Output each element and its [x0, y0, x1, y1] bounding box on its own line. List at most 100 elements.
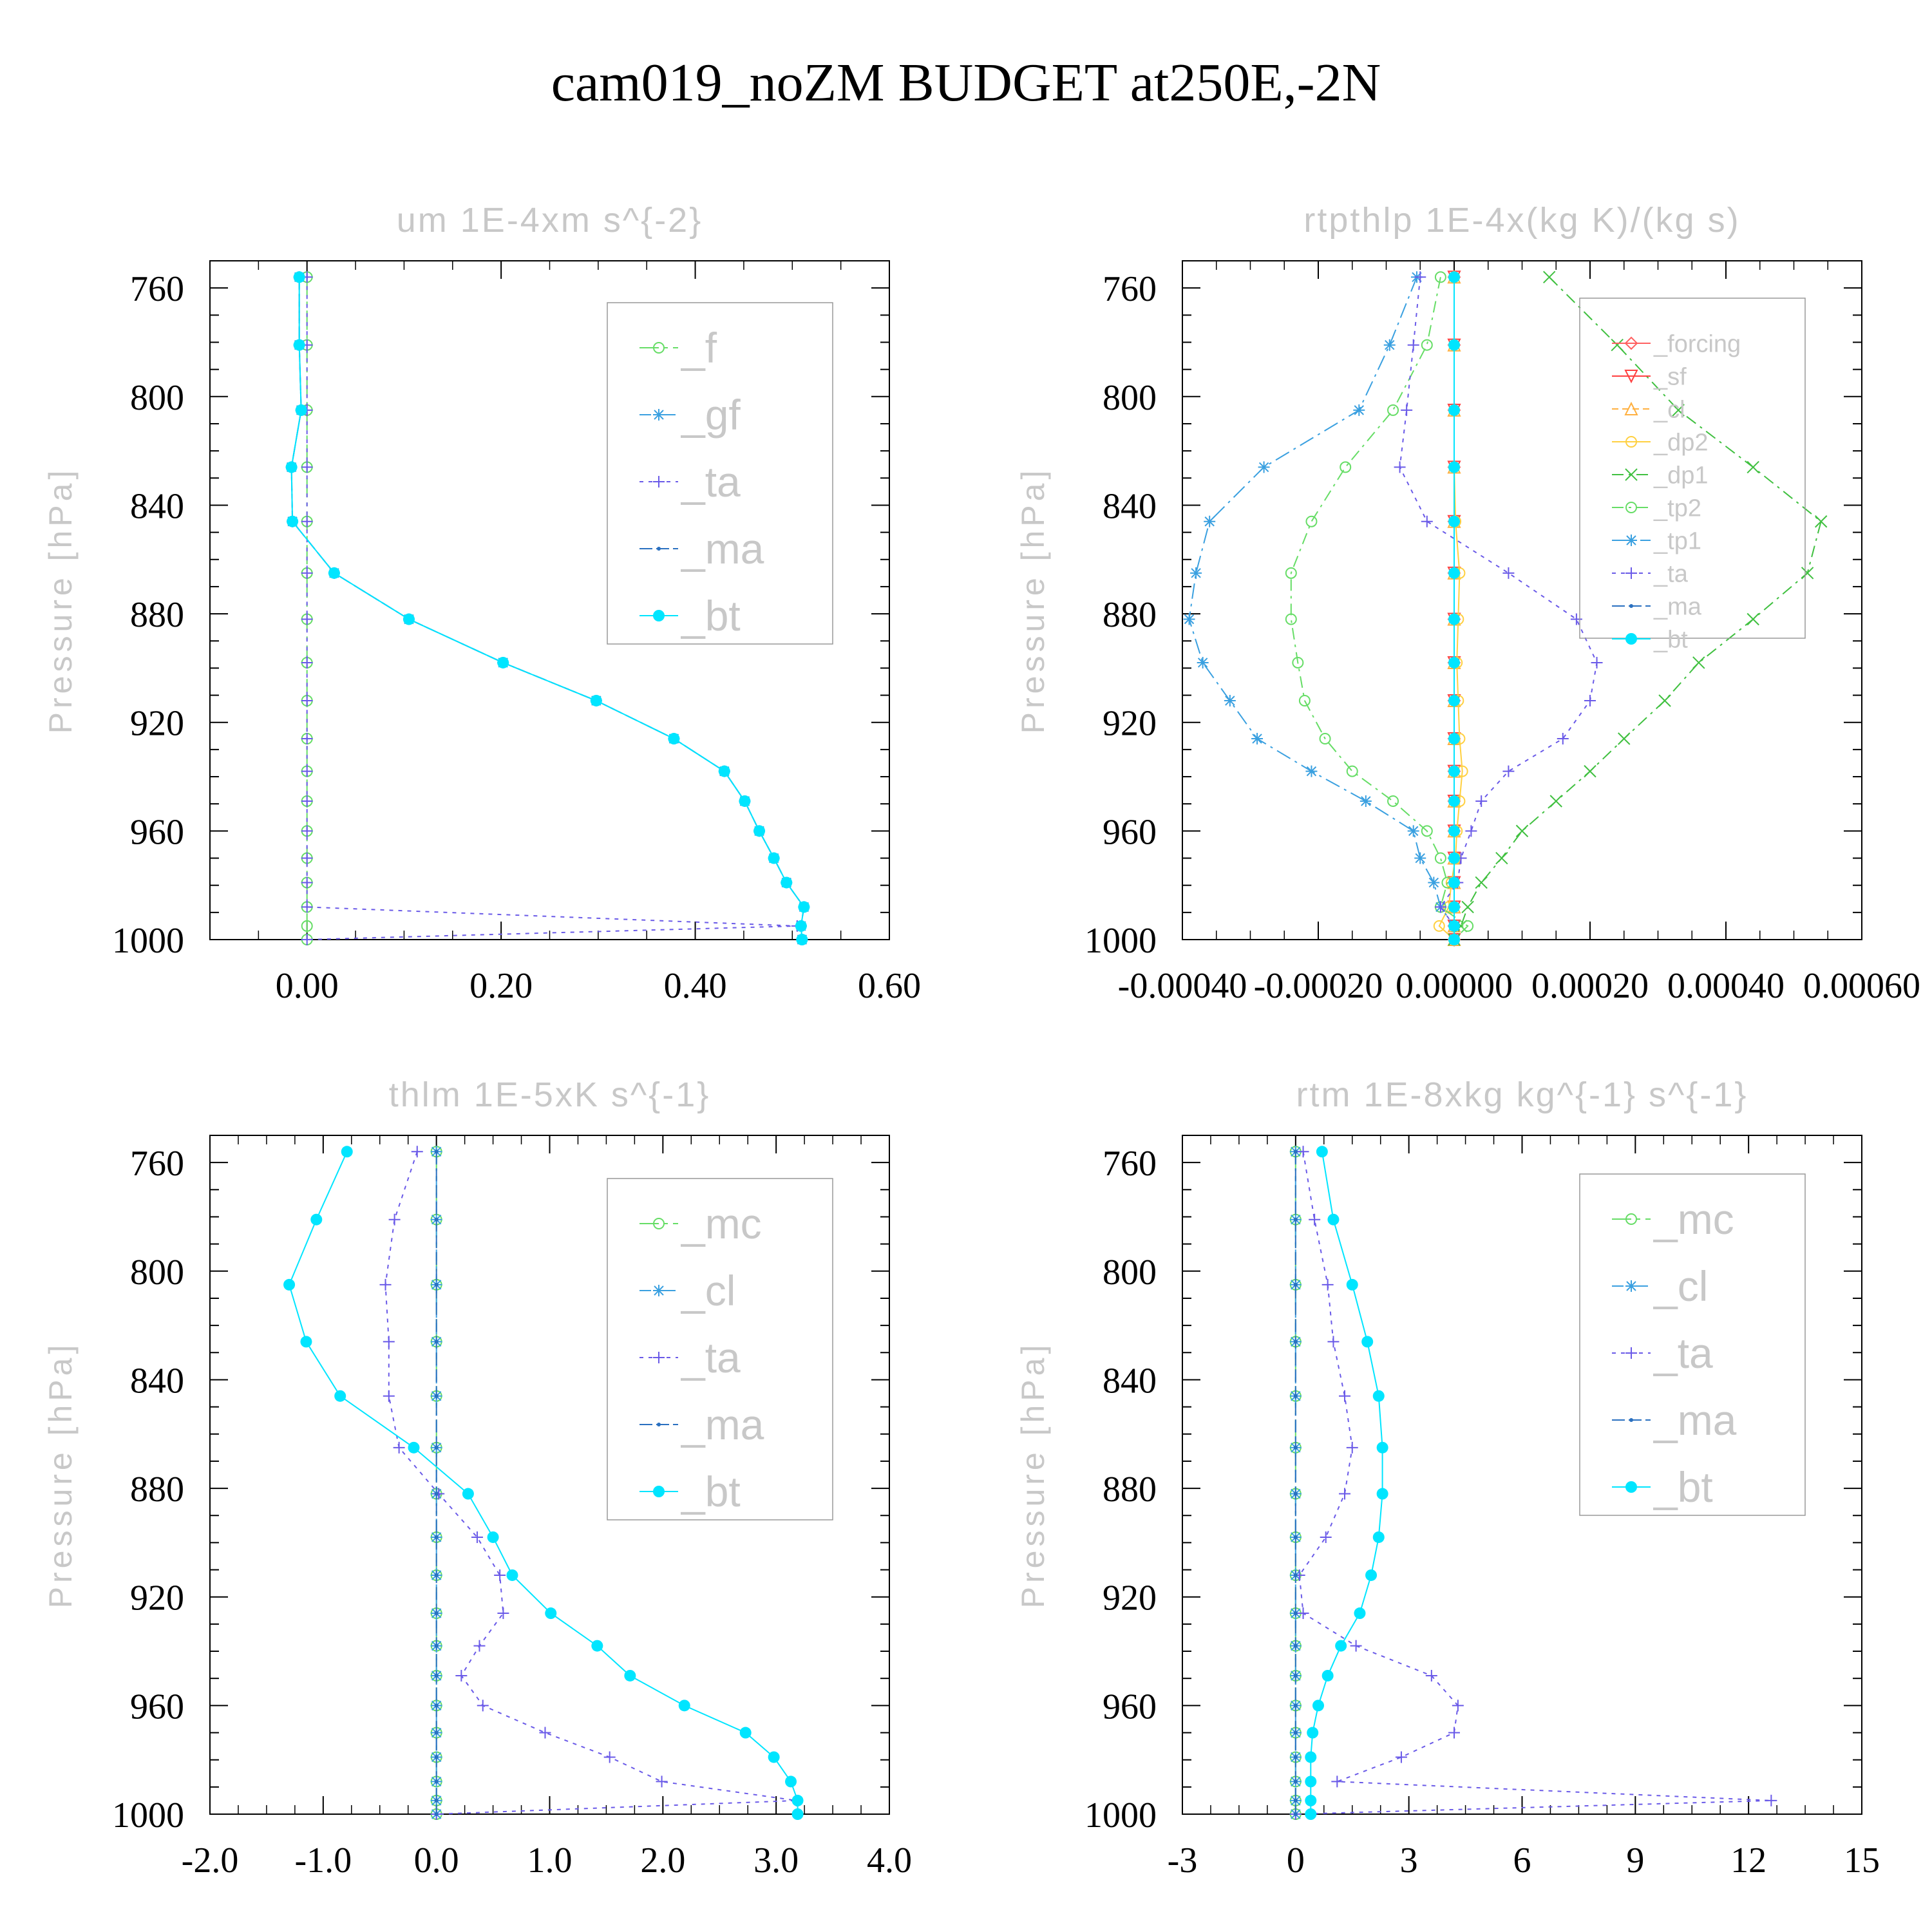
data-point — [471, 1531, 483, 1543]
data-point — [739, 1727, 752, 1739]
chart-panel-4: -3 0 3 6 9 12 15 760 800 840 880 920 960 1000 rtm 1E-8… — [1015, 1075, 1880, 1880]
data-point — [1305, 515, 1318, 527]
legend-marker — [1624, 370, 1638, 384]
data-point — [1502, 765, 1515, 777]
legend-marker — [1625, 436, 1637, 448]
data-point — [379, 1278, 392, 1291]
series-line — [1290, 277, 1469, 940]
data-point — [434, 1730, 439, 1735]
data-point — [301, 920, 313, 932]
data-point — [1339, 1390, 1351, 1402]
y-tick-label: 760 — [1103, 269, 1157, 309]
y-tick-label: 840 — [1103, 486, 1157, 526]
data-point — [1814, 515, 1828, 528]
panel-title: thlm 1E-5xK s^{-1} — [389, 1075, 711, 1114]
y-tick-label: 920 — [1103, 704, 1157, 744]
data-point — [1387, 795, 1399, 807]
legend-box — [607, 302, 833, 645]
data-point — [301, 656, 313, 668]
data-point — [1448, 934, 1460, 945]
data-point — [1414, 852, 1426, 864]
data-point — [1298, 694, 1311, 706]
series-line — [306, 277, 797, 940]
data-point — [1353, 404, 1365, 416]
data-point — [1197, 656, 1209, 668]
y-axis-label: Pressure [hPa] — [43, 467, 79, 734]
data-point — [796, 934, 808, 945]
series-line — [1188, 276, 1455, 940]
y-tick-label: 1000 — [112, 1795, 184, 1835]
data-point — [434, 1150, 439, 1154]
data-point — [341, 1146, 353, 1158]
legend-label: _cl — [1653, 396, 1685, 423]
x-tick-label: -0.00020 — [1254, 966, 1383, 1006]
x-tick-label: 6 — [1513, 1841, 1531, 1880]
legend-label: _tp1 — [1653, 527, 1701, 554]
chart-panel-2: -0.00040 -0.00020 0.00000 0.00020 0.00040 0.0… — [1015, 201, 1920, 1006]
data-point — [603, 1751, 616, 1763]
legend-marker — [1625, 567, 1637, 579]
data-point — [1428, 876, 1440, 889]
series-ta — [301, 271, 803, 945]
y-axis-label: Pressure [hPa] — [43, 1341, 79, 1609]
data-point — [1448, 515, 1460, 527]
data-point — [1401, 404, 1413, 416]
data-point — [1293, 1217, 1298, 1222]
plot-frame — [1182, 260, 1862, 940]
data-point — [1293, 1779, 1298, 1784]
data-point — [1448, 825, 1460, 837]
x-tick-label: -3 — [1168, 1841, 1198, 1880]
series-f — [301, 271, 313, 945]
data-point — [434, 1217, 439, 1222]
data-point — [301, 901, 313, 913]
legend-marker — [1625, 1213, 1637, 1225]
legend-label: _mc — [681, 1200, 762, 1247]
data-point — [473, 1640, 486, 1652]
data-point — [1387, 404, 1399, 416]
data-point — [1448, 567, 1460, 579]
series-line — [1454, 276, 1822, 940]
x-tick-label: -2.0 — [182, 1841, 239, 1880]
data-point — [1297, 1146, 1309, 1158]
series-line — [1295, 1151, 1772, 1815]
data-point — [791, 1808, 804, 1820]
y-tick-label: 880 — [130, 1470, 184, 1510]
data-point — [1515, 824, 1529, 838]
legend-label: _ta — [1653, 1329, 1713, 1377]
legend-label: _ta — [681, 458, 741, 506]
data-point — [434, 1282, 439, 1287]
legend-label: _ma — [1653, 1396, 1737, 1444]
legend-label: _bt — [681, 592, 741, 639]
legend: _mc _cl _ta _ma _bt — [607, 1178, 833, 1520]
y-tick-label: 1000 — [1084, 1795, 1157, 1835]
data-point — [434, 1445, 439, 1450]
data-point — [1293, 1643, 1298, 1648]
data-point — [1495, 851, 1508, 865]
data-point — [402, 613, 415, 625]
data-point — [1361, 1336, 1374, 1348]
legend: _forcing _sf _cl _dp2 _dp1 _tp2 _tp1 _ta _ma _bt — [1579, 298, 1806, 653]
y-tick-label: 800 — [130, 1253, 184, 1293]
legend-box — [1579, 1173, 1806, 1516]
x-tick-label: 2.0 — [640, 1841, 685, 1880]
x-tick-label: 3.0 — [753, 1841, 799, 1880]
legend-label: _cl — [1653, 1262, 1708, 1310]
data-point — [1448, 733, 1460, 745]
data-point — [1204, 515, 1216, 527]
data-point — [798, 901, 810, 913]
data-point — [768, 852, 780, 864]
data-point — [1285, 613, 1297, 625]
series-bt — [285, 271, 810, 945]
data-point — [1339, 1488, 1351, 1500]
data-point — [408, 1441, 420, 1454]
legend-label: _cl — [681, 1267, 735, 1314]
data-point — [1407, 825, 1419, 837]
data-point — [1448, 461, 1460, 473]
legend-label: _gf — [681, 391, 741, 439]
data-point — [1591, 656, 1603, 668]
data-point — [1448, 876, 1460, 889]
legend-label: _ta — [681, 1334, 741, 1381]
legend: _f _gf _ta _ma _bt — [607, 302, 833, 645]
data-point — [1293, 1611, 1298, 1616]
